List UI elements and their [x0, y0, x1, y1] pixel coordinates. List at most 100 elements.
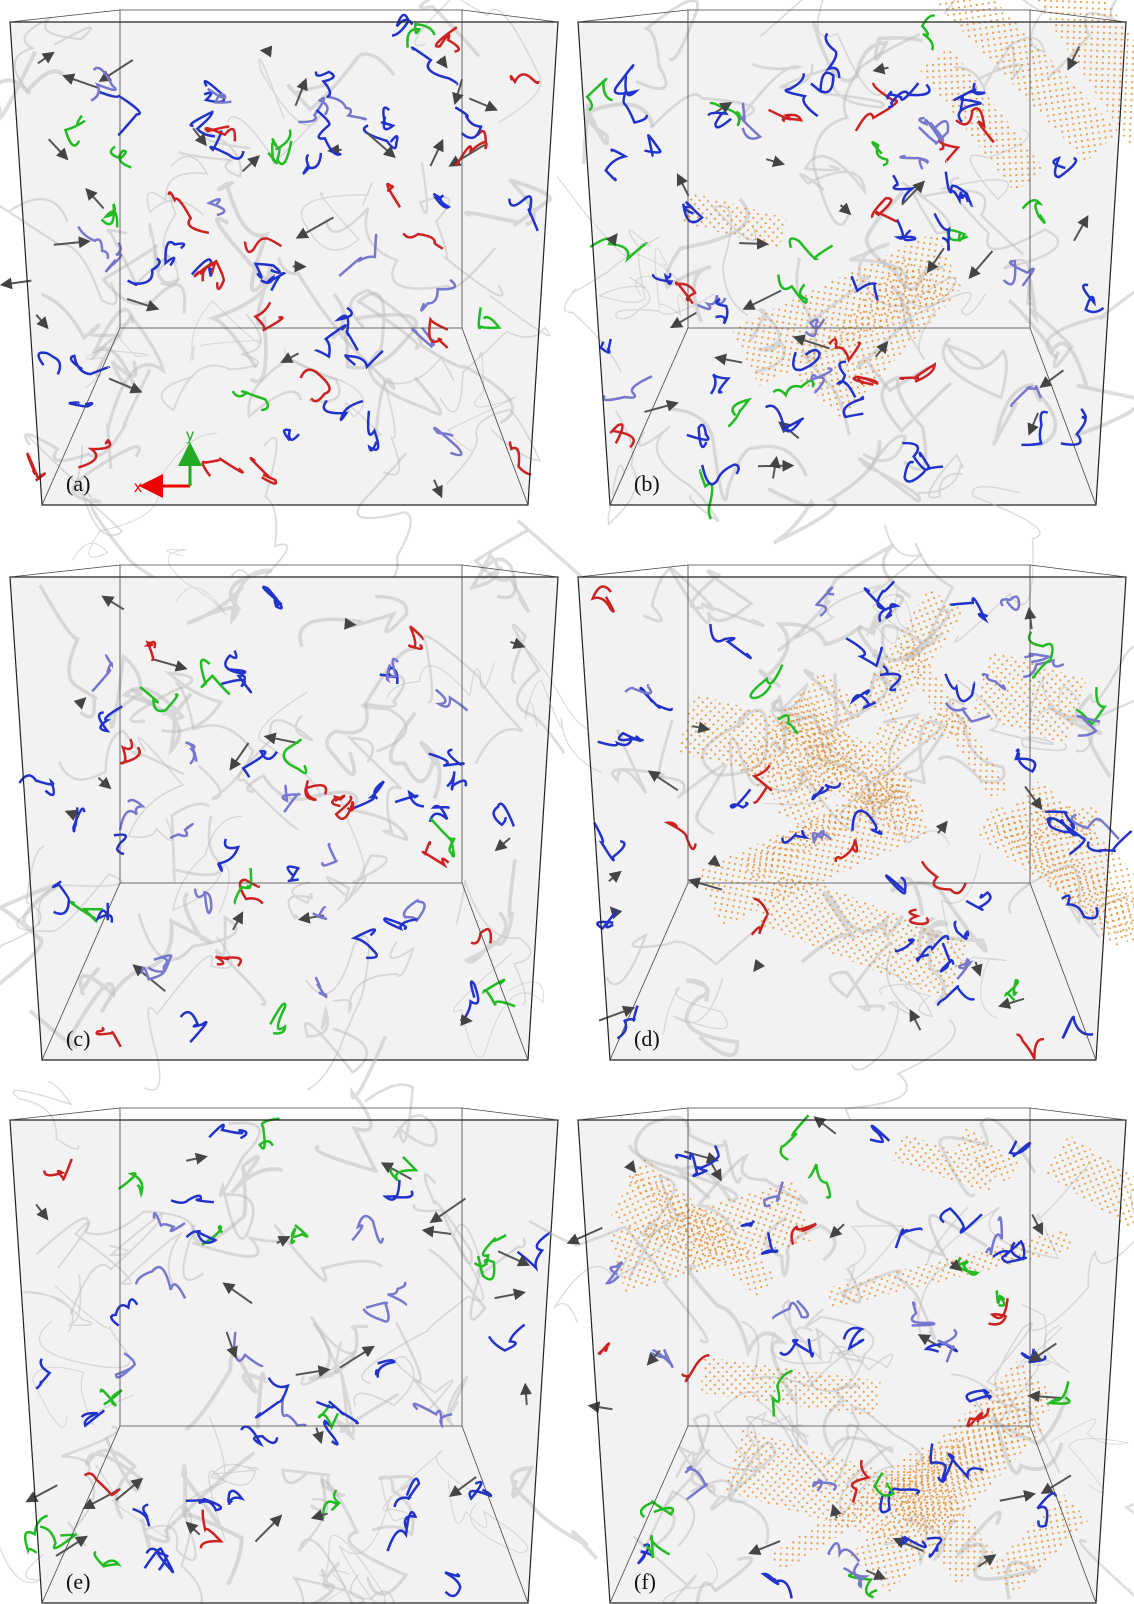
dislocation: [170, 1194, 215, 1204]
grain-boundary: [653, 763, 728, 836]
grain-boundary: [22, 1274, 93, 1333]
dislocation: [682, 201, 704, 224]
grain-boundary: [901, 181, 1024, 256]
dislocation: [199, 1509, 224, 1549]
dislocation: [953, 920, 970, 940]
dislocation: [902, 441, 931, 471]
dislocation: [314, 976, 328, 999]
grain-boundary: [883, 720, 947, 785]
dislocation: [249, 456, 278, 485]
grain-boundary: [770, 1332, 894, 1371]
dislocation: [231, 390, 270, 412]
dislocation: [652, 272, 674, 286]
grain-boundary: [695, 1556, 754, 1604]
stacking-fault: [696, 778, 930, 927]
dislocation: [944, 171, 974, 207]
dislocation: [938, 136, 961, 163]
grain-boundary: [170, 802, 222, 883]
dislocation: [185, 1229, 218, 1245]
dislocation: [1070, 813, 1120, 841]
dislocation: [164, 240, 186, 267]
grain-boundary: [325, 854, 388, 911]
dislocation: [97, 705, 123, 733]
dislocation: [386, 1511, 418, 1552]
burgers-vector: [1073, 215, 1089, 242]
dislocation: [83, 1472, 120, 1497]
burgers-vector: [1024, 785, 1043, 811]
dislocation: [760, 1572, 793, 1599]
dislocation: [953, 82, 986, 102]
dislocation: [810, 71, 835, 94]
dislocation: [51, 880, 71, 916]
dislocation: [854, 82, 899, 132]
dislocation: [995, 1290, 1006, 1307]
dislocation: [243, 237, 283, 254]
burgers-vector: [968, 250, 994, 279]
burgers-vector: [25, 1484, 58, 1503]
dislocation: [851, 809, 883, 836]
dislocation: [386, 182, 402, 208]
grain-boundary: [510, 1465, 599, 1560]
grain-boundary: [840, 1224, 905, 1305]
box-edge: [577, 9, 689, 23]
burgers-vector: [838, 202, 852, 216]
dislocation: [616, 1005, 639, 1040]
dislocation: [208, 1123, 248, 1140]
box-edge: [9, 564, 121, 578]
grain-boundary: [12, 1080, 80, 1150]
dislocation: [1024, 652, 1053, 664]
dislocation: [604, 148, 629, 182]
grain-boundary: [597, 229, 651, 303]
dislocation: [37, 351, 62, 375]
burgers-vector: [448, 1476, 477, 1497]
grain-boundary: [524, 680, 603, 774]
dislocation: [344, 350, 384, 370]
dislocation: [948, 190, 970, 206]
dislocation: [476, 1255, 496, 1281]
dislocation: [314, 70, 335, 99]
dislocation: [314, 324, 347, 359]
box-edge: [577, 564, 689, 578]
dislocation: [333, 306, 359, 351]
dislocation: [871, 141, 889, 167]
burgers-vector: [1040, 1474, 1072, 1494]
grain-boundary: [412, 1173, 473, 1265]
dislocation: [878, 603, 901, 623]
dislocation: [444, 1571, 462, 1598]
dislocation: [1021, 198, 1046, 224]
dislocation: [454, 106, 483, 140]
burgers-vector: [587, 1401, 613, 1414]
dislocation: [957, 95, 982, 123]
grain-boundary: [876, 964, 934, 1018]
dislocation: [72, 807, 86, 833]
dislocation: [281, 784, 301, 813]
dislocation: [879, 1487, 921, 1514]
dislocation: [1010, 385, 1043, 408]
grain-boundary: [468, 552, 518, 600]
grain-boundary: [258, 691, 366, 882]
grain-boundary: [334, 1371, 400, 1441]
dislocation: [77, 225, 110, 260]
grain-boundary: [670, 407, 808, 502]
dislocation: [454, 129, 488, 167]
dislocation: [429, 817, 456, 858]
grain-boundary: [615, 276, 715, 320]
dislocation: [624, 683, 653, 695]
grain-boundary: [31, 1366, 134, 1428]
dislocation: [788, 237, 834, 261]
grain-boundary: [605, 917, 770, 986]
grain-boundary: [356, 452, 412, 582]
dislocation: [873, 1472, 896, 1497]
dislocation: [811, 829, 832, 846]
burgers-vector: [598, 1005, 636, 1022]
stacking-fault: [929, 0, 1119, 163]
dislocation: [351, 1214, 385, 1244]
box-edge: [461, 1425, 529, 1604]
grain-boundary: [799, 154, 867, 197]
dislocation: [894, 938, 915, 953]
grain-boundary: [940, 853, 1007, 1019]
dislocation: [43, 1158, 73, 1181]
dislocation: [812, 1479, 838, 1492]
grain-boundary: [1008, 299, 1134, 438]
burgers-vector: [126, 297, 160, 312]
